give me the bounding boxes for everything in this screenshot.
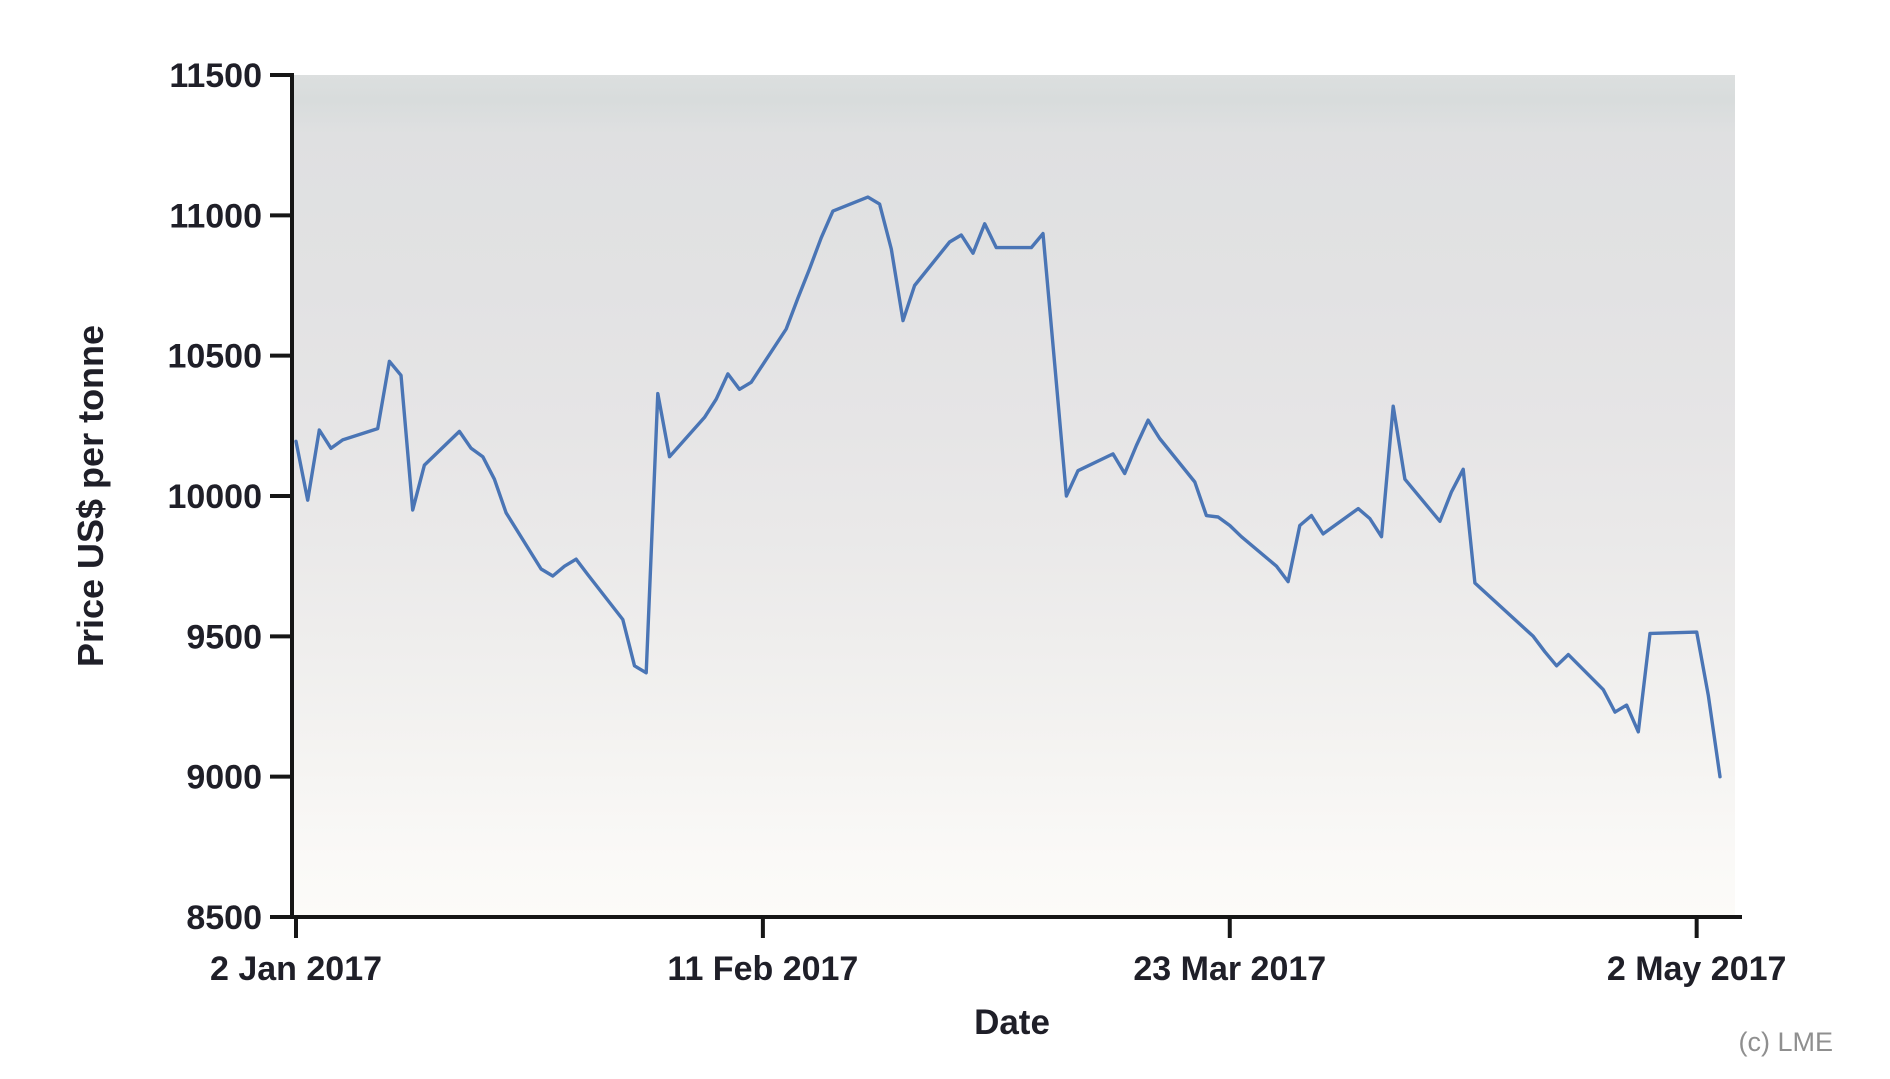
- x-tick-label: 2 Jan 2017: [210, 950, 382, 988]
- y-tick-label: 9500: [186, 618, 262, 656]
- x-tick-label: 2 May 2017: [1607, 950, 1787, 988]
- axis-lines: [290, 73, 1742, 919]
- y-tick-label: 10500: [167, 338, 262, 376]
- y-tick-label: 9000: [186, 759, 262, 797]
- y-tick-label: 11000: [169, 197, 262, 235]
- plot-area: [292, 75, 1735, 917]
- x-tick-label: 11 Feb 2017: [667, 950, 858, 988]
- x-axis-title: Date: [974, 1003, 1050, 1042]
- chart-generated-layer: 11500 11000 10500 10000 9500 9000 8500 2 Jan 20…: [167, 57, 1786, 988]
- y-axis-title: Price US$ per tonne: [70, 325, 111, 667]
- price-line-series: [294, 195, 1722, 779]
- x-tick-label: 23 Mar 2017: [1133, 950, 1326, 988]
- copyright-label: (c) LME: [1739, 1027, 1834, 1057]
- y-tick-label: 11500: [169, 57, 262, 95]
- y-tick-label: 8500: [186, 899, 262, 937]
- y-tick-label: 10000: [167, 478, 262, 516]
